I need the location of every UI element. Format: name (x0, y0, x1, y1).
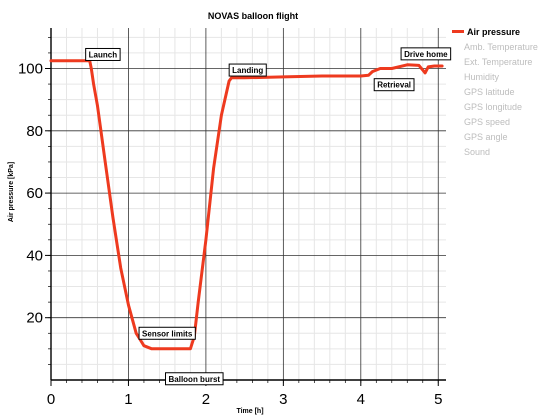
annotation-box: Landing (228, 63, 267, 77)
annotation-label: Landing (232, 66, 263, 75)
y-tick-label: 100 (18, 60, 43, 77)
legend-item-sound[interactable]: Sound (452, 147, 539, 162)
y-tick-label: 60 (26, 185, 43, 202)
legend-label: Sound (464, 147, 491, 157)
annotation-frame (138, 326, 196, 340)
annotation-box: Balloon burst (165, 372, 224, 386)
legend-label: Amb. Temperature (464, 42, 538, 52)
annotation-frame (228, 63, 267, 77)
annotation-box: Sensor limits (138, 326, 196, 340)
legend-item-gps-latitude[interactable]: GPS latitude (452, 87, 539, 102)
y-tick-label: 40 (26, 247, 43, 264)
annotation-box: Retrieval (373, 78, 415, 92)
x-tick-label: 1 (124, 391, 132, 408)
legend-label: GPS longitude (464, 102, 523, 112)
annotation-box: Drive home (400, 47, 452, 61)
annotation-frame (373, 78, 415, 92)
legend: Air pressure Amb. Temperature Ext. Tempe… (452, 27, 539, 162)
x-axis-label: Time [h] (236, 408, 263, 415)
annotation-label: Launch (89, 50, 118, 59)
y-tick-label: 20 (26, 310, 43, 327)
x-tick-label: 2 (202, 391, 210, 408)
x-tick-label: 0 (47, 391, 55, 408)
annotation-frame (85, 47, 121, 61)
legend-item-ext-temperature[interactable]: Ext. Temperature (452, 57, 539, 72)
legend-label: GPS latitude (464, 87, 515, 97)
annotation-label: Balloon burst (169, 375, 221, 384)
legend-item-air-pressure[interactable]: Air pressure (452, 27, 539, 42)
annotation-label: Drive home (404, 50, 448, 59)
legend-label: Humidity (464, 72, 500, 82)
annotation-frame (165, 372, 224, 386)
annotation-label: Retrieval (377, 81, 411, 90)
legend-item-gps-angle[interactable]: GPS angle (452, 132, 539, 147)
x-tick-label: 4 (357, 391, 365, 408)
legend-item-humidity[interactable]: Humidity (452, 72, 539, 87)
legend-label: Ext. Temperature (464, 57, 533, 67)
legend-item-gps-speed[interactable]: GPS speed (452, 117, 539, 132)
series-line-air-pressure (49, 59, 444, 351)
legend-item-gps-longitude[interactable]: GPS longitude (452, 102, 539, 117)
chart-title: NOVAS balloon flight (208, 11, 298, 21)
x-tick-label: 5 (434, 391, 442, 408)
legend-label: Air pressure (467, 27, 521, 37)
y-axis-label: Air pressure [kPa] (8, 162, 15, 222)
legend-label: GPS speed (464, 117, 511, 127)
annotation-frame (400, 47, 452, 61)
legend-label: GPS angle (464, 132, 508, 142)
ticks: 0 1 2 3 4 5 20 40 60 80 100 (18, 36, 442, 408)
axes (50, 28, 446, 381)
series-layer (49, 59, 444, 351)
annotations-layer: Launch Sensor limits Balloon burst Landing R… (85, 47, 452, 386)
legend-item-amb-temperature[interactable]: Amb. Temperature (452, 42, 539, 57)
annotation-label: Sensor limits (142, 329, 193, 338)
legend-swatch (452, 30, 464, 34)
y-tick-label: 80 (26, 123, 43, 140)
annotation-box: Launch (85, 47, 121, 61)
x-tick-label: 3 (279, 391, 287, 408)
